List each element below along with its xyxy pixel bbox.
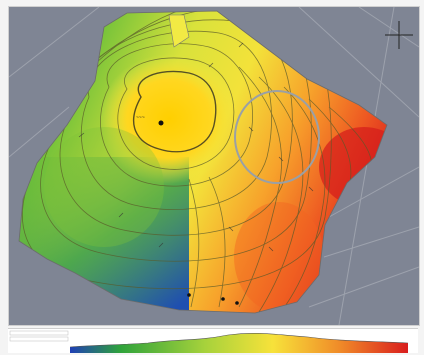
well-south-1-marker[interactable] [187, 293, 191, 297]
contour-map-canvas[interactable]: ~~~ [9, 7, 419, 325]
color-scale-graphic [9, 330, 409, 353]
well-south-2-marker[interactable] [221, 297, 225, 301]
contour-surface [19, 11, 387, 313]
top-notch [168, 14, 190, 48]
map-boundary [18, 10, 388, 314]
well-markers: ~~~ [136, 115, 239, 305]
well-top-label: ~~~ [136, 115, 145, 121]
contour-map-view[interactable]: ~~~ [8, 6, 420, 326]
well-south-3-marker[interactable] [235, 301, 239, 305]
color-scale-bar [8, 328, 418, 353]
compass-cross-icon[interactable] [385, 21, 413, 49]
well-top-marker[interactable] [158, 120, 164, 126]
highlight-circle[interactable] [234, 90, 320, 184]
fault-lines [9, 7, 419, 325]
